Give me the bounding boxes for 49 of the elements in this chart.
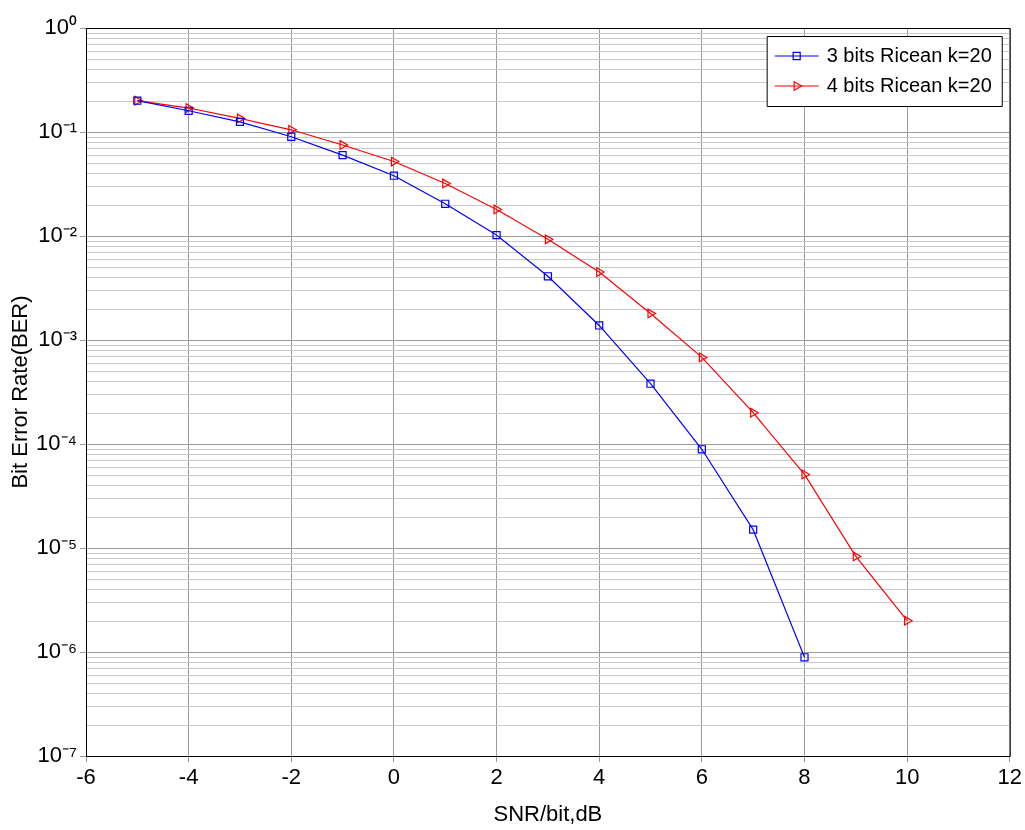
point xyxy=(236,113,246,124)
point xyxy=(339,140,349,150)
y-tick-label: 10⁻¹ xyxy=(38,118,77,144)
point xyxy=(493,204,503,215)
y-axis-title: Bit Error Rate(BER) xyxy=(7,295,33,489)
y-tick-label: 10⁻⁴ xyxy=(36,430,77,456)
point xyxy=(287,132,296,141)
y-tick-label: 10⁻³ xyxy=(38,326,77,352)
point xyxy=(697,445,706,454)
point xyxy=(749,525,758,534)
point xyxy=(389,171,399,180)
point xyxy=(596,267,605,277)
y-tick-label: 10⁻⁵ xyxy=(36,534,77,560)
y-tick-label: 10⁻² xyxy=(38,222,77,248)
x-tick-label: -6 xyxy=(76,764,96,790)
legend-label: 4 bits Ricean k=20 xyxy=(826,73,992,96)
point xyxy=(801,469,811,480)
point xyxy=(338,150,347,160)
x-tick-label: 4 xyxy=(593,764,606,790)
x-tick-label: -2 xyxy=(281,764,302,790)
x-tick-label: 2 xyxy=(490,764,503,790)
x-tick-label: 8 xyxy=(798,764,811,790)
point xyxy=(544,234,554,245)
y-tick-label: 10⁻⁷ xyxy=(37,742,78,768)
y-tick-label: 10⁻⁶ xyxy=(36,638,77,664)
point xyxy=(492,230,501,240)
point xyxy=(235,117,245,127)
y-tick-label: 10⁰ xyxy=(44,14,77,40)
point xyxy=(750,407,759,418)
point xyxy=(288,124,297,135)
point xyxy=(442,178,451,189)
point xyxy=(852,551,862,562)
point xyxy=(441,199,450,208)
x-axis-title: SNR/bit,dB xyxy=(493,800,603,826)
x-tick-label: 0 xyxy=(387,764,401,790)
x-tick-label: 6 xyxy=(695,764,708,790)
point xyxy=(184,106,193,115)
x-tick-label: 10 xyxy=(894,764,920,790)
x-tick-label: 12 xyxy=(997,764,1023,790)
point xyxy=(800,653,809,662)
point xyxy=(647,308,657,319)
point xyxy=(646,379,655,388)
point xyxy=(904,615,913,626)
point xyxy=(698,352,708,363)
point xyxy=(595,321,604,330)
legend-label: 3 bits Ricean k=20 xyxy=(826,43,992,66)
point xyxy=(543,272,553,281)
point xyxy=(390,156,400,167)
x-tick-label: -4 xyxy=(178,764,199,790)
